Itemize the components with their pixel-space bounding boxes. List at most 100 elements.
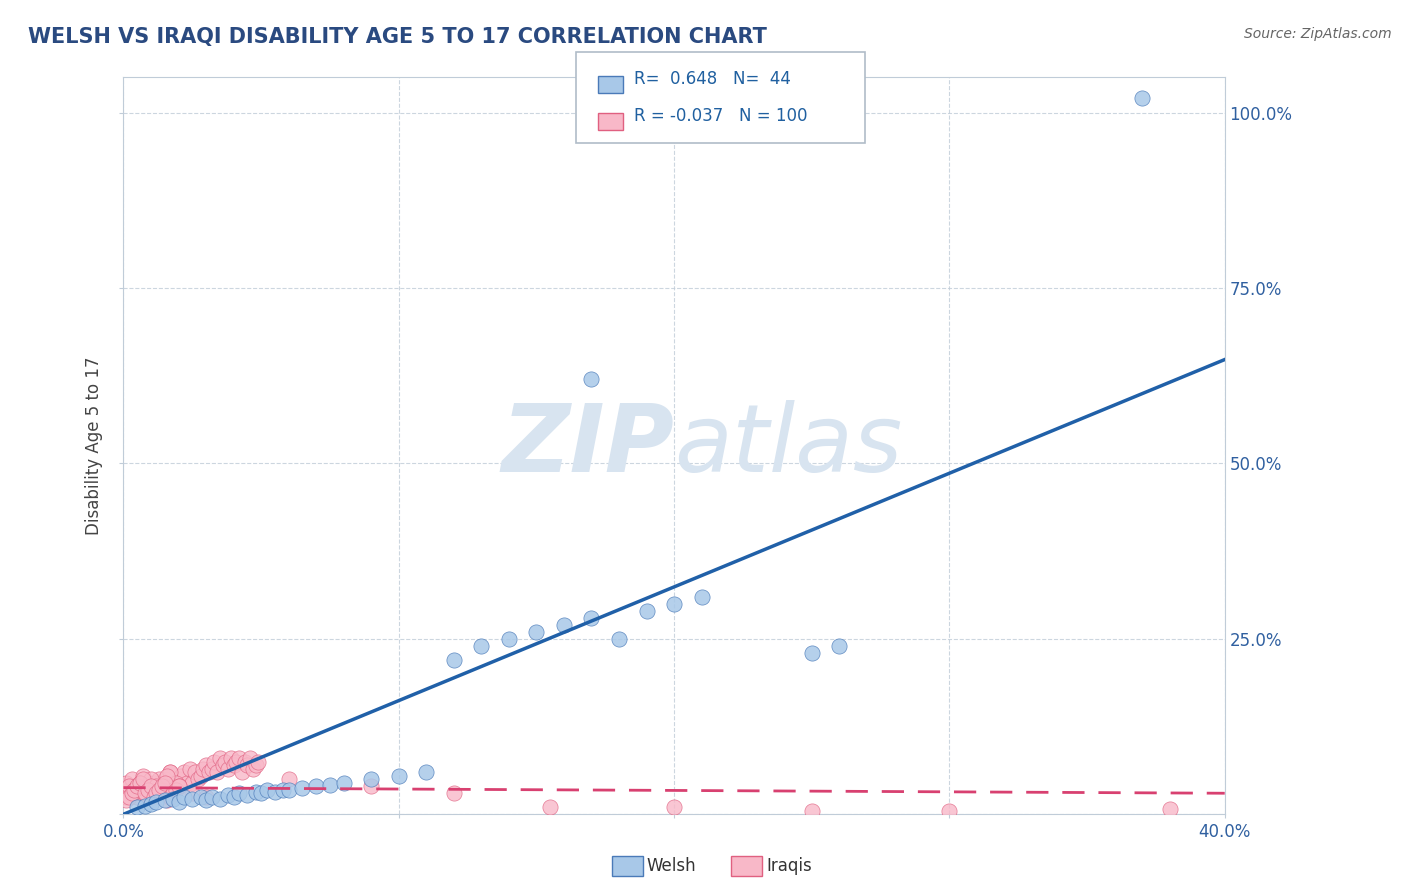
Point bbox=[263, 785, 285, 799]
Point bbox=[139, 782, 162, 797]
Point bbox=[129, 775, 152, 789]
Point bbox=[167, 779, 190, 793]
Point bbox=[242, 762, 264, 776]
Point bbox=[162, 792, 184, 806]
Point bbox=[214, 755, 236, 769]
Point bbox=[150, 789, 173, 804]
Point bbox=[250, 786, 273, 800]
Text: Source: ZipAtlas.com: Source: ZipAtlas.com bbox=[1244, 27, 1392, 41]
Point bbox=[181, 792, 204, 806]
Point bbox=[217, 762, 239, 776]
Point bbox=[200, 789, 222, 804]
Point bbox=[225, 755, 247, 769]
Point bbox=[159, 765, 181, 780]
Point bbox=[118, 789, 141, 804]
Point bbox=[139, 779, 162, 793]
Point bbox=[222, 758, 245, 772]
Point bbox=[115, 793, 138, 807]
Point bbox=[526, 624, 548, 639]
Point bbox=[202, 755, 225, 769]
Point bbox=[121, 772, 143, 787]
Point bbox=[193, 762, 215, 776]
Y-axis label: Disability Age 5 to 17: Disability Age 5 to 17 bbox=[86, 357, 103, 535]
Point bbox=[179, 762, 201, 776]
Point bbox=[136, 789, 159, 804]
Point bbox=[690, 590, 713, 604]
Point bbox=[167, 795, 190, 809]
Point bbox=[134, 798, 156, 813]
Point bbox=[277, 772, 299, 787]
Point bbox=[139, 772, 162, 787]
Point bbox=[443, 653, 465, 667]
Point bbox=[332, 775, 354, 789]
Point bbox=[129, 782, 152, 797]
Point bbox=[553, 617, 575, 632]
Point bbox=[1159, 802, 1181, 816]
Point bbox=[231, 765, 253, 780]
Point bbox=[662, 597, 685, 611]
Point bbox=[800, 646, 823, 660]
Point bbox=[607, 632, 630, 646]
Text: Iraqis: Iraqis bbox=[766, 857, 813, 875]
Point bbox=[142, 775, 165, 789]
Point bbox=[148, 779, 170, 793]
Point bbox=[247, 755, 270, 769]
Point bbox=[132, 772, 155, 787]
Point bbox=[277, 782, 299, 797]
Point bbox=[176, 775, 198, 789]
Point bbox=[167, 772, 190, 787]
Point bbox=[132, 769, 155, 783]
Point bbox=[200, 762, 222, 776]
Point bbox=[228, 751, 250, 765]
Point bbox=[228, 786, 250, 800]
Point bbox=[173, 789, 195, 804]
Point bbox=[498, 632, 520, 646]
Point bbox=[581, 611, 603, 625]
Point bbox=[208, 792, 231, 806]
Point bbox=[136, 782, 159, 797]
Point bbox=[142, 789, 165, 804]
Point bbox=[150, 779, 173, 793]
Point bbox=[156, 793, 179, 807]
Point bbox=[291, 780, 314, 795]
Point bbox=[134, 779, 156, 793]
Point bbox=[800, 804, 823, 818]
Point bbox=[127, 800, 149, 814]
Point bbox=[115, 789, 138, 804]
Point bbox=[170, 769, 193, 783]
Text: ZIP: ZIP bbox=[501, 400, 673, 491]
Point bbox=[112, 786, 135, 800]
Point bbox=[121, 786, 143, 800]
Point bbox=[173, 765, 195, 780]
Point bbox=[360, 772, 382, 787]
Point bbox=[1130, 91, 1153, 105]
Point bbox=[233, 755, 256, 769]
Text: R = -0.037   N = 100: R = -0.037 N = 100 bbox=[634, 107, 807, 125]
Point bbox=[156, 786, 179, 800]
Point bbox=[118, 779, 141, 793]
Point bbox=[236, 758, 259, 772]
Point bbox=[115, 775, 138, 789]
Point bbox=[636, 604, 658, 618]
Point bbox=[938, 804, 960, 818]
Point bbox=[162, 786, 184, 800]
Point bbox=[132, 786, 155, 800]
Point bbox=[148, 782, 170, 797]
Point bbox=[162, 786, 184, 800]
Point bbox=[470, 639, 492, 653]
Point bbox=[153, 793, 176, 807]
Point bbox=[153, 775, 176, 789]
Point bbox=[184, 765, 207, 780]
Point bbox=[165, 779, 187, 793]
Point bbox=[165, 775, 187, 789]
Point bbox=[136, 782, 159, 797]
Point bbox=[153, 779, 176, 793]
Point bbox=[205, 765, 228, 780]
Point bbox=[124, 779, 146, 793]
Point bbox=[153, 772, 176, 787]
Point bbox=[208, 751, 231, 765]
Point bbox=[190, 789, 212, 804]
Point bbox=[121, 786, 143, 800]
Point bbox=[162, 782, 184, 797]
Point bbox=[222, 789, 245, 804]
